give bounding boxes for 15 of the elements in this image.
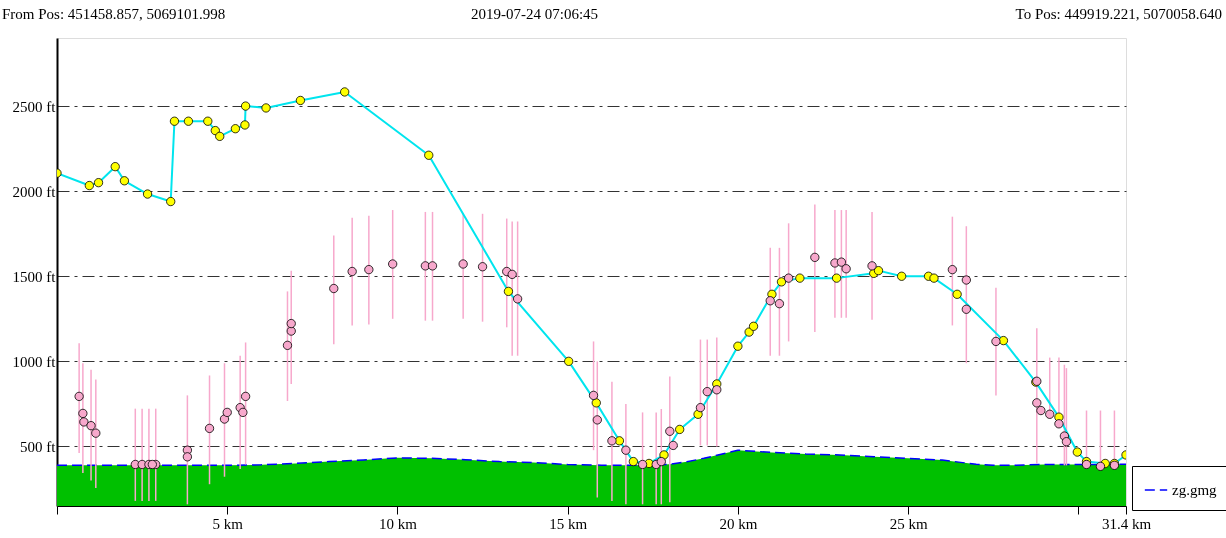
y-tick-label: 2000 ft [12, 183, 57, 200]
x-tick-label: 20 km [719, 515, 758, 532]
legend-label: zg.gmg [1172, 482, 1218, 498]
y-tick-label: 2500 ft [12, 98, 57, 115]
y-tick-label: 500 ft [20, 438, 57, 455]
x-tick-label: 15 km [549, 515, 588, 532]
text: From Pos: 451458.857, 5069101.998 [2, 6, 226, 22]
x-tick-label: 5 km [212, 515, 244, 532]
x-tick-label: 10 km [378, 515, 418, 532]
y-tick-label: 1000 ft [12, 353, 57, 370]
chart-title: 2019-07-24 07:06:45 [470, 6, 599, 22]
x-tick-label: 25 km [889, 515, 928, 532]
x-tick-label: 31.4 km [1101, 515, 1152, 532]
y-tick-label: 1500 ft [12, 268, 57, 285]
text: To Pos: 449919.221, 5070058.640 [1015, 6, 1222, 22]
